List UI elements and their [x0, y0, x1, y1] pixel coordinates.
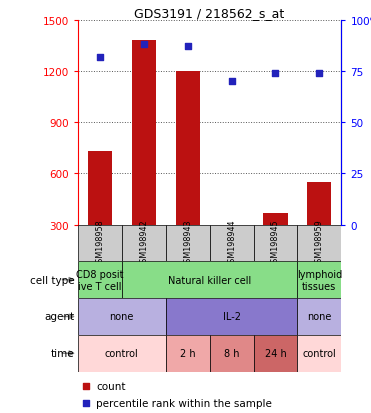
Text: GSM198945: GSM198945 — [271, 219, 280, 268]
Text: GSM198943: GSM198943 — [183, 219, 192, 268]
Text: cell type: cell type — [30, 275, 74, 285]
Bar — [132, 41, 156, 276]
Point — [83, 399, 89, 406]
Bar — [175, 72, 200, 276]
Point — [229, 78, 234, 85]
Point — [316, 71, 322, 77]
Bar — [166, 225, 210, 262]
Text: 2 h: 2 h — [180, 349, 196, 358]
Bar — [122, 262, 298, 298]
Text: CD8 posit
ive T cell: CD8 posit ive T cell — [76, 269, 124, 291]
Text: agent: agent — [44, 312, 74, 322]
Point — [83, 383, 89, 389]
Bar — [78, 298, 166, 335]
Bar — [263, 213, 288, 276]
Text: 8 h: 8 h — [224, 349, 239, 358]
Bar — [307, 183, 331, 276]
Bar — [298, 225, 341, 262]
Bar — [298, 335, 341, 372]
Text: none: none — [109, 312, 134, 322]
Point — [141, 42, 147, 48]
Text: GSM198942: GSM198942 — [139, 219, 148, 268]
Text: 24 h: 24 h — [265, 349, 286, 358]
Bar — [210, 335, 253, 372]
Text: GSM198944: GSM198944 — [227, 219, 236, 268]
Text: GSM198958: GSM198958 — [95, 219, 104, 268]
Text: control: control — [105, 349, 139, 358]
Text: IL-2: IL-2 — [223, 312, 240, 322]
Bar — [88, 152, 112, 276]
Point — [97, 54, 103, 61]
Text: time: time — [50, 349, 74, 358]
Title: GDS3191 / 218562_s_at: GDS3191 / 218562_s_at — [135, 7, 285, 19]
Text: lymphoid
tissues: lymphoid tissues — [297, 269, 342, 291]
Bar — [78, 225, 122, 262]
Text: Natural killer cell: Natural killer cell — [168, 275, 251, 285]
Bar — [210, 225, 253, 262]
Bar — [298, 298, 341, 335]
Point — [272, 71, 278, 77]
Text: count: count — [96, 381, 126, 391]
Text: control: control — [302, 349, 336, 358]
Bar — [122, 225, 166, 262]
Bar — [78, 335, 166, 372]
Text: percentile rank within the sample: percentile rank within the sample — [96, 398, 272, 408]
Bar — [78, 262, 122, 298]
Bar — [298, 262, 341, 298]
Point — [185, 44, 191, 50]
Bar — [220, 256, 244, 276]
Bar — [253, 335, 298, 372]
Text: GSM198959: GSM198959 — [315, 219, 324, 268]
Bar — [166, 298, 298, 335]
Bar — [253, 225, 298, 262]
Text: none: none — [307, 312, 332, 322]
Bar — [166, 335, 210, 372]
